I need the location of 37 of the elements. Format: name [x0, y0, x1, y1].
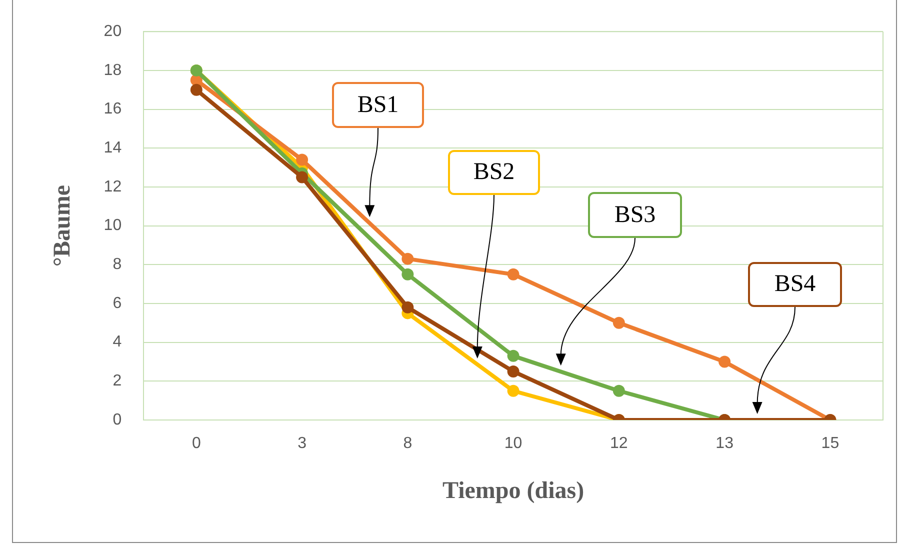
text: BS2	[448, 150, 540, 195]
x-tick-label: 8	[403, 435, 412, 452]
point	[190, 84, 202, 96]
point	[296, 154, 308, 166]
y-tick-label: 10	[104, 217, 122, 234]
point	[507, 350, 520, 362]
y-tick-label: 4	[112, 334, 122, 351]
point	[612, 384, 625, 397]
y-tick-label: 0	[112, 411, 122, 428]
y-tick-label: 18	[104, 62, 122, 79]
y-tick-label: 8	[112, 256, 122, 274]
point	[507, 365, 520, 378]
y-tick-label: 6	[112, 294, 122, 312]
x-tick-label: 13	[716, 435, 734, 452]
y-tick-label: 12	[104, 178, 122, 196]
y-tick-label: 14	[104, 140, 122, 157]
text: BS1	[332, 82, 424, 128]
x-axis-title: Tiempo (dias)	[442, 478, 584, 504]
x-tick-label: 15	[821, 435, 840, 452]
y-tick-label: 2	[112, 372, 122, 390]
text: BS4	[748, 262, 842, 307]
y-tick-label: 20	[104, 23, 122, 40]
x-tick-label: 10	[504, 435, 522, 452]
text: BS3	[588, 192, 682, 238]
point	[507, 268, 520, 280]
point	[296, 171, 308, 184]
point	[402, 268, 414, 280]
point	[402, 301, 414, 314]
point	[402, 252, 414, 265]
y-tick-label: 16	[104, 100, 122, 118]
point	[507, 384, 520, 397]
x-tick-label: 0	[192, 435, 201, 452]
x-tick-label: 12	[610, 435, 628, 452]
y-axis-title: °Baume	[50, 184, 76, 267]
point	[718, 356, 731, 368]
point	[612, 316, 625, 329]
x-tick-label: 3	[298, 435, 307, 452]
